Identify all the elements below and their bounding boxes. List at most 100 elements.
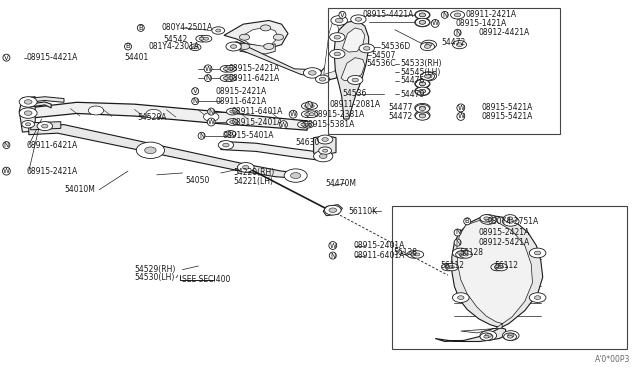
Text: N: N xyxy=(209,109,214,115)
Circle shape xyxy=(419,89,426,93)
Circle shape xyxy=(220,75,232,81)
Text: 54472: 54472 xyxy=(388,112,413,121)
Circle shape xyxy=(460,251,472,258)
Circle shape xyxy=(419,13,426,17)
Circle shape xyxy=(508,217,513,220)
Circle shape xyxy=(426,74,432,78)
Text: 56110K: 56110K xyxy=(349,207,378,216)
Circle shape xyxy=(200,35,212,42)
Polygon shape xyxy=(26,97,64,103)
Text: 54479: 54479 xyxy=(400,90,424,99)
Circle shape xyxy=(204,37,209,40)
Circle shape xyxy=(452,41,467,49)
Circle shape xyxy=(42,124,48,128)
Circle shape xyxy=(319,154,327,158)
Circle shape xyxy=(227,119,238,125)
Text: 08915-4421A: 08915-4421A xyxy=(363,10,414,19)
Circle shape xyxy=(529,293,546,302)
Text: N: N xyxy=(330,253,335,259)
Text: 08915-2401A: 08915-2401A xyxy=(232,118,283,126)
Circle shape xyxy=(335,18,343,23)
Text: 54221(LH): 54221(LH) xyxy=(234,177,274,186)
Circle shape xyxy=(359,44,374,53)
Text: 08911-6421A: 08911-6421A xyxy=(216,97,267,106)
Circle shape xyxy=(424,45,431,48)
Circle shape xyxy=(305,123,310,126)
Text: 54536: 54536 xyxy=(342,89,367,98)
Circle shape xyxy=(273,34,284,40)
Circle shape xyxy=(309,105,314,108)
Circle shape xyxy=(352,78,358,82)
Circle shape xyxy=(419,13,426,17)
Text: 54536C: 54536C xyxy=(366,60,396,68)
Circle shape xyxy=(323,149,328,152)
Circle shape xyxy=(322,138,328,141)
Circle shape xyxy=(237,163,254,172)
Circle shape xyxy=(419,20,426,24)
Circle shape xyxy=(301,123,306,126)
Polygon shape xyxy=(341,58,365,81)
Text: 54630: 54630 xyxy=(296,138,320,147)
Text: 56112: 56112 xyxy=(495,261,519,270)
Text: 54533(RH): 54533(RH) xyxy=(400,60,442,68)
Bar xyxy=(392,206,627,349)
Circle shape xyxy=(199,37,204,40)
Circle shape xyxy=(146,109,161,118)
Text: W: W xyxy=(458,113,464,119)
Text: N: N xyxy=(4,142,9,148)
Circle shape xyxy=(309,113,314,116)
Text: 08915-2381A: 08915-2381A xyxy=(314,110,365,119)
Circle shape xyxy=(329,208,337,212)
Circle shape xyxy=(419,107,426,110)
Text: SEE SEC.400: SEE SEC.400 xyxy=(182,275,231,284)
Text: 08912-5421A: 08912-5421A xyxy=(478,238,529,247)
Circle shape xyxy=(330,33,345,42)
Circle shape xyxy=(508,334,514,337)
Circle shape xyxy=(319,77,326,81)
Text: 08915-2401A: 08915-2401A xyxy=(353,241,404,250)
Circle shape xyxy=(319,147,332,154)
Text: 54470M: 54470M xyxy=(325,179,356,187)
Circle shape xyxy=(534,296,541,299)
Polygon shape xyxy=(31,122,61,130)
Circle shape xyxy=(364,46,370,50)
Circle shape xyxy=(351,15,366,24)
Circle shape xyxy=(305,113,310,116)
Circle shape xyxy=(452,248,469,258)
Circle shape xyxy=(504,215,516,222)
Circle shape xyxy=(419,114,426,118)
Circle shape xyxy=(419,106,426,110)
Circle shape xyxy=(230,110,235,113)
Polygon shape xyxy=(342,28,365,52)
Circle shape xyxy=(419,82,426,86)
Text: 54050: 54050 xyxy=(186,176,210,185)
Text: 54542: 54542 xyxy=(163,35,188,44)
Circle shape xyxy=(415,111,430,120)
Circle shape xyxy=(480,215,497,224)
Circle shape xyxy=(230,45,237,48)
Circle shape xyxy=(19,97,37,107)
Circle shape xyxy=(264,44,274,49)
Text: 54530(LH): 54530(LH) xyxy=(134,273,175,282)
Circle shape xyxy=(421,72,436,81)
Circle shape xyxy=(411,251,424,258)
Text: W: W xyxy=(330,243,336,248)
Circle shape xyxy=(445,266,451,269)
Circle shape xyxy=(348,76,363,84)
Circle shape xyxy=(484,335,489,338)
Text: W: W xyxy=(290,111,296,117)
Text: 54545(LH): 54545(LH) xyxy=(400,68,440,77)
Circle shape xyxy=(415,18,430,27)
Circle shape xyxy=(485,218,492,221)
Circle shape xyxy=(421,40,436,49)
Text: 54507: 54507 xyxy=(372,51,396,60)
Circle shape xyxy=(415,87,429,95)
Text: N: N xyxy=(307,102,312,108)
Text: 08915-2421A: 08915-2421A xyxy=(216,87,267,96)
Text: W: W xyxy=(280,122,287,128)
Circle shape xyxy=(415,79,430,88)
Circle shape xyxy=(502,331,519,340)
Polygon shape xyxy=(224,20,288,48)
Circle shape xyxy=(226,42,241,51)
Circle shape xyxy=(37,122,52,131)
